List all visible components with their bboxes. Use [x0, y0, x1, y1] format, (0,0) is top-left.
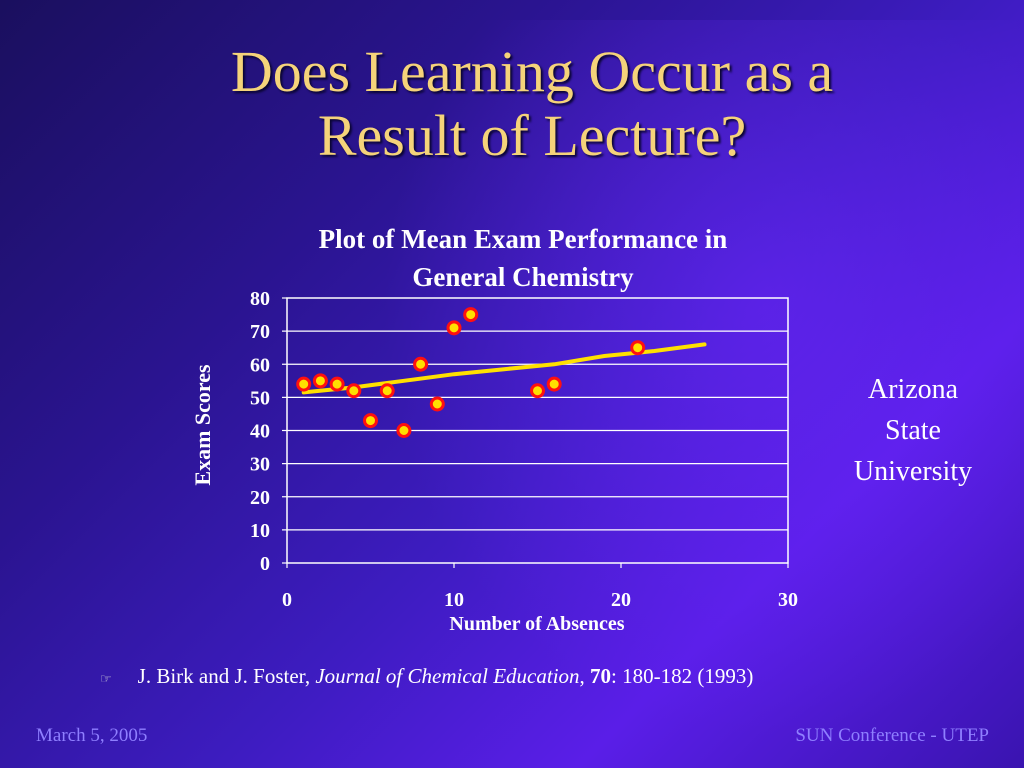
data-point — [630, 340, 646, 356]
data-point — [296, 376, 312, 392]
data-point — [396, 423, 412, 438]
citation-pages: : 180-182 (1993) — [611, 664, 754, 688]
background-glow — [380, 20, 1020, 740]
chart-title-line1: Plot of Mean Exam Performance in — [318, 224, 728, 254]
data-point — [363, 413, 378, 429]
x-tick-label: 10 — [444, 589, 464, 611]
institution-line-3: University — [853, 456, 973, 487]
slide-title-line2: Result of Lecture? — [317, 103, 747, 168]
data-point — [346, 383, 362, 399]
data-point — [329, 376, 345, 392]
institution-label: Arizona State University — [830, 369, 996, 492]
y-tick-label: 60 — [250, 354, 270, 376]
data-point — [446, 320, 462, 336]
citation-journal: Journal of Chemical Education — [315, 664, 580, 688]
institution-line-2: State — [885, 415, 941, 446]
y-tick-label: 0 — [260, 553, 270, 575]
y-tick-label: 30 — [250, 454, 270, 476]
footer-date: March 5, 2005 — [36, 725, 148, 746]
pointing-hand-icon: ☞ — [100, 671, 112, 686]
chart-title: Plot of Mean Exam Performance in General… — [236, 220, 810, 296]
y-tick-label: 10 — [250, 520, 270, 542]
citation-separator: , — [579, 664, 591, 688]
x-tick-label: 0 — [282, 589, 292, 611]
data-point — [413, 356, 429, 372]
y-tick-label: 80 — [250, 288, 270, 310]
data-point — [312, 373, 328, 389]
citation-authors: J. Birk and J. Foster, — [137, 664, 316, 688]
data-point — [463, 307, 479, 323]
data-point — [379, 383, 395, 399]
footer-conference: SUN Conference - UTEP — [795, 725, 989, 746]
x-axis-label: Number of Absences — [449, 613, 625, 635]
citation-volume: 70 — [590, 664, 612, 688]
data-point — [546, 376, 562, 392]
y-tick-label: 40 — [250, 421, 270, 443]
data-point — [429, 396, 445, 412]
x-tick-label: 20 — [611, 589, 631, 611]
institution-line-1: Arizona — [867, 374, 959, 405]
y-tick-label: 20 — [250, 487, 270, 509]
y-tick-label: 70 — [250, 321, 270, 343]
y-tick-label: 50 — [250, 387, 270, 409]
x-tick-label: 30 — [778, 589, 798, 611]
citation: ☞ J. Birk and J. Foster, Journal of Chemi… — [100, 664, 753, 689]
data-point — [530, 383, 545, 399]
slide-title: Does Learning Occur as a Result of Lectu… — [0, 40, 1024, 168]
chart-title-line2: General Chemistry — [412, 262, 634, 292]
trendline — [301, 342, 707, 395]
slide-title-line1: Does Learning Occur as a — [230, 39, 834, 104]
